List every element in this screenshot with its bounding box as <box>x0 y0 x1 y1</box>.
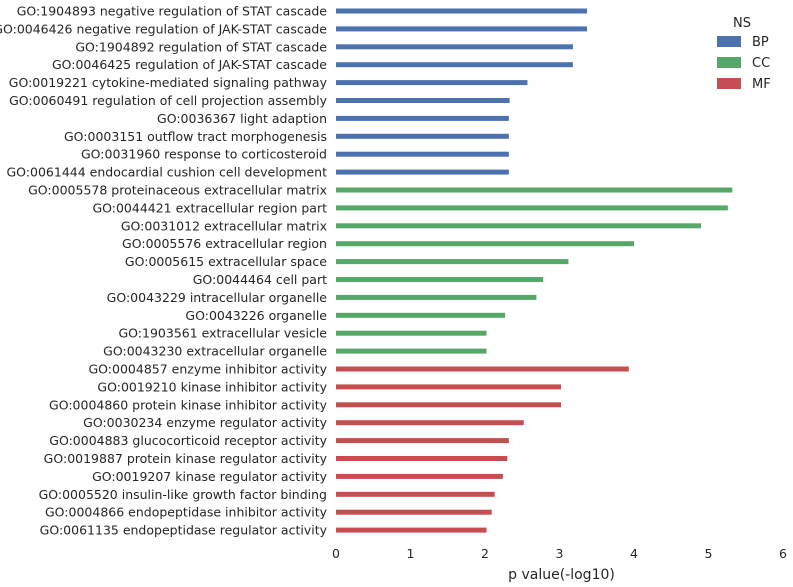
bar-mf <box>336 491 495 497</box>
bar-cc <box>336 294 537 300</box>
category-label: GO:0004883 glucocorticoid receptor activ… <box>49 433 327 448</box>
bar-cc <box>336 312 506 318</box>
category-label: GO:0019887 protein kinase regulator acti… <box>44 451 328 466</box>
category-label: GO:0019207 kinase regulator activity <box>92 469 328 484</box>
category-label: GO:0043226 organelle <box>185 308 327 323</box>
legend-swatch-cc <box>717 57 741 68</box>
bar-mf <box>336 402 561 408</box>
category-label: GO:0043230 extracellular organelle <box>103 344 327 359</box>
category-label: GO:0046425 regulation of JAK-STAT cascad… <box>52 57 327 72</box>
category-label: GO:0005520 insulin-like growth factor bi… <box>39 487 327 502</box>
legend-title: NS <box>733 16 751 31</box>
bar-cc <box>336 205 728 211</box>
bar-bp <box>336 169 509 175</box>
bar-mf <box>336 366 629 372</box>
bar-cc <box>336 259 569 265</box>
bar-mf <box>336 438 509 444</box>
bar-mf <box>336 420 524 426</box>
bar-mf <box>336 384 561 390</box>
bar-bp <box>336 151 509 157</box>
category-label: GO:0005576 extracellular region <box>122 236 327 251</box>
category-label: GO:0031012 extracellular matrix <box>121 218 327 233</box>
legend-label: BP <box>752 35 769 50</box>
category-label: GO:0004857 enzyme inhibitor activity <box>88 362 327 377</box>
bar-mf <box>336 527 487 533</box>
category-label: GO:0005578 proteinaceous extracellular m… <box>28 183 327 198</box>
x-tick-label: 4 <box>630 546 638 561</box>
legend: NS BP CC MF <box>717 16 771 92</box>
bar-cc <box>336 330 487 336</box>
category-labels-group: GO:1904893 negative regulation of STAT c… <box>0 4 328 538</box>
bar-mf <box>336 456 508 461</box>
category-label: GO:1904893 negative regulation of STAT c… <box>17 4 328 19</box>
x-tick-label: 2 <box>481 546 489 561</box>
bar-bp <box>336 133 509 139</box>
x-axis-title: p value(-log10) <box>508 567 615 583</box>
legend-swatch-mf <box>717 78 741 89</box>
legend-label: CC <box>752 56 770 71</box>
bar-cc <box>336 277 544 282</box>
category-label: GO:0043229 intracellular organelle <box>107 290 328 305</box>
bar-cc <box>336 241 634 247</box>
category-label: GO:1904892 regulation of STAT cascade <box>75 39 327 54</box>
bar-cc <box>336 187 733 193</box>
category-label: GO:0036367 light adaption <box>157 111 327 126</box>
category-label: GO:1903561 extracellular vesicle <box>118 326 327 341</box>
category-label: GO:0019221 cytokine-mediated signaling p… <box>9 75 328 90</box>
bar-bp <box>336 115 509 121</box>
bar-cc <box>336 348 487 354</box>
bar-bp <box>336 98 510 103</box>
category-label: GO:0004866 endopeptidase inhibitor activ… <box>45 505 328 520</box>
legend-swatch-bp <box>717 36 741 47</box>
category-label: GO:0004860 protein kinase inhibitor acti… <box>49 397 328 412</box>
category-label: GO:0046426 negative regulation of JAK-ST… <box>0 21 327 36</box>
category-label: GO:0030234 enzyme regulator activity <box>83 415 327 430</box>
category-label: GO:0005615 extracellular space <box>125 254 327 269</box>
category-label: GO:0044464 cell part <box>193 272 327 287</box>
x-tick-label: 1 <box>407 546 415 561</box>
category-label: GO:0061444 endocardial cushion cell deve… <box>6 165 327 180</box>
bar-cc <box>336 223 702 229</box>
category-label: GO:0003151 outflow tract morphogenesis <box>64 129 327 144</box>
x-tick-label: 3 <box>556 546 564 561</box>
bars-group <box>336 8 733 533</box>
bar-mf <box>336 509 492 515</box>
bar-mf <box>336 473 503 479</box>
category-label: GO:0019210 kinase inhibitor activity <box>97 379 327 394</box>
x-tick-label: 5 <box>705 546 713 561</box>
bar-bp <box>336 44 573 50</box>
category-label: GO:0061135 endopeptidase regulator activ… <box>40 523 328 538</box>
category-label: GO:0060491 regulation of cell projection… <box>9 93 327 108</box>
category-label: GO:0031960 response to corticosteroid <box>81 147 327 162</box>
category-label: GO:0044421 extracellular region part <box>92 200 327 215</box>
bar-bp <box>336 80 528 86</box>
legend-label: MF <box>752 77 771 92</box>
bar-bp <box>336 26 588 32</box>
bar-bp <box>336 8 588 14</box>
x-tick-label: 6 <box>779 546 787 561</box>
x-tick-label: 0 <box>332 546 340 561</box>
bar-bp <box>336 62 573 68</box>
x-tick-labels-group: 0 1 2 3 4 5 6 <box>332 546 787 561</box>
